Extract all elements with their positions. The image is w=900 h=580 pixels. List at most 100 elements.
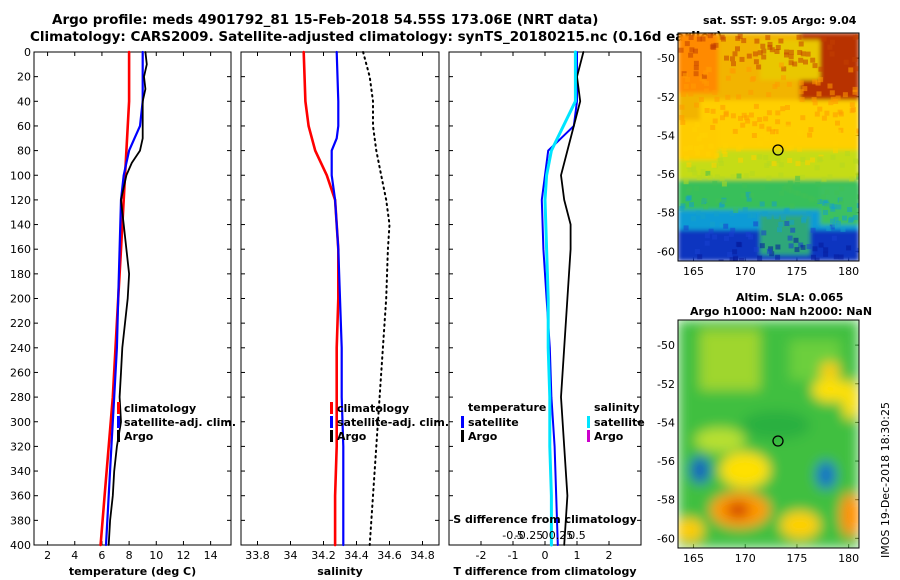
- sst-pixel: [684, 41, 690, 47]
- sst-pixel: [803, 59, 808, 65]
- top-x-tick-label: 0.5: [568, 529, 586, 542]
- sst-pixel: [821, 194, 826, 200]
- sst-pixel: [797, 50, 803, 55]
- sst-pixel: [753, 59, 759, 65]
- sst-pixel: [838, 254, 844, 260]
- sst-pixel: [712, 180, 718, 186]
- sst-pixel: [814, 111, 820, 117]
- sst-pixel: [775, 110, 781, 116]
- sst-pixel: [693, 48, 698, 54]
- y-tick-label: 220: [10, 317, 31, 330]
- top-x-tick-label: 0.25: [549, 529, 574, 542]
- sst-pixel: [787, 158, 793, 163]
- y-tick-label: 180: [10, 268, 31, 281]
- y-tick-label: 0: [24, 46, 31, 59]
- sst-pixel: [718, 202, 724, 208]
- sst-pixel: [695, 150, 701, 156]
- sst-pixel: [766, 248, 772, 254]
- sst-map: [677, 32, 860, 262]
- sst-pixel: [812, 63, 818, 69]
- sst-pixel: [693, 65, 699, 71]
- sst-pixel: [751, 155, 757, 161]
- sst-map-title: sat. SST: 9.05 Argo: 9.04: [703, 14, 857, 27]
- sst-pixel: [699, 198, 705, 204]
- sst-pixel: [857, 160, 859, 166]
- sst-pixel: [780, 215, 786, 221]
- sst-pixel: [788, 54, 794, 60]
- sst-pixel: [843, 59, 849, 65]
- panel-difference: -2 -1 0 1 2 T difference from climatology: [448, 50, 642, 578]
- legend-label: climatology: [124, 402, 196, 415]
- y-tick-label: -50: [657, 52, 675, 65]
- sst-pixel: [685, 196, 691, 202]
- sst-pixel: [683, 179, 689, 185]
- legend-temperature-title: temperature: [468, 401, 546, 414]
- sst-pixel: [710, 125, 716, 130]
- x-tick-label: 170: [735, 552, 756, 565]
- sst-pixel: [724, 235, 729, 241]
- sst-pixel: [766, 110, 772, 116]
- sst-pixel: [797, 130, 803, 136]
- sst-pixel: [760, 43, 766, 49]
- sst-pixel: [710, 108, 716, 114]
- x-tick-label: 175: [786, 552, 807, 565]
- sst-pixel: [738, 157, 744, 163]
- sst-pixel: [759, 243, 765, 249]
- sst-pixel: [780, 106, 786, 112]
- sst-pixel: [696, 175, 702, 181]
- sst-pixel: [806, 244, 812, 250]
- legend-swatch: [330, 416, 333, 428]
- sst-pixel: [794, 247, 800, 253]
- sst-pixel: [729, 211, 735, 217]
- y-tick-label: 60: [17, 120, 31, 133]
- sst-pixel: [692, 170, 698, 176]
- y-tick-label: 260: [10, 366, 31, 379]
- sst-pixel: [775, 244, 781, 250]
- sst-pixel: [737, 33, 743, 39]
- x-tick-label: 175: [786, 265, 807, 278]
- sst-pixel: [748, 112, 754, 118]
- sst-pixel: [795, 161, 801, 167]
- x-tick-label: 4: [71, 549, 78, 562]
- sst-pixel: [814, 257, 820, 261]
- sst-pixel: [827, 44, 833, 50]
- sla-argo-marker: [772, 435, 784, 447]
- sst-pixel: [838, 198, 844, 203]
- sst-pixel: [731, 61, 736, 67]
- sst-pixel: [745, 191, 751, 197]
- legend-swatch: [461, 416, 464, 428]
- sst-pixel: [712, 90, 718, 95]
- sst-pixel: [711, 162, 717, 168]
- sst-pixel: [725, 75, 731, 81]
- sst-pixel: [856, 247, 859, 253]
- sst-pixel: [708, 228, 714, 234]
- x-tick-label: 6: [98, 549, 105, 562]
- sst-map-axes: 165 170 175 180 -50 -52 -54 -56 -58 -60: [657, 52, 859, 278]
- legend-swatch: [587, 416, 590, 428]
- salinity-xlabel: salinity: [317, 565, 363, 578]
- sst-pixel: [785, 105, 790, 110]
- sst-pixel: [824, 189, 830, 195]
- sst-pixel: [799, 97, 805, 102]
- sst-pixel: [721, 199, 727, 205]
- sst-pixel: [738, 115, 743, 121]
- sst-pixel: [778, 172, 784, 178]
- sst-pixel: [835, 95, 841, 101]
- sst-pixel: [720, 104, 726, 110]
- sst-pixel: [788, 49, 794, 55]
- sst-pixel: [749, 170, 755, 176]
- sst-pixel: [784, 49, 790, 55]
- sst-pixel: [757, 117, 763, 123]
- sst-pixel: [852, 34, 858, 40]
- sst-pixel: [761, 54, 767, 60]
- y-tick-label: -54: [657, 416, 675, 429]
- sst-pixel: [830, 154, 836, 160]
- y-tick-label: -58: [657, 207, 675, 220]
- y-tick-label: 120: [10, 194, 31, 207]
- sst-pixel: [766, 214, 772, 220]
- sst-pixel: [752, 121, 758, 127]
- sst-pixel: [829, 203, 835, 209]
- sst-pixel: [740, 122, 746, 128]
- sst-pixel: [795, 181, 800, 187]
- sst-pixel: [821, 115, 827, 121]
